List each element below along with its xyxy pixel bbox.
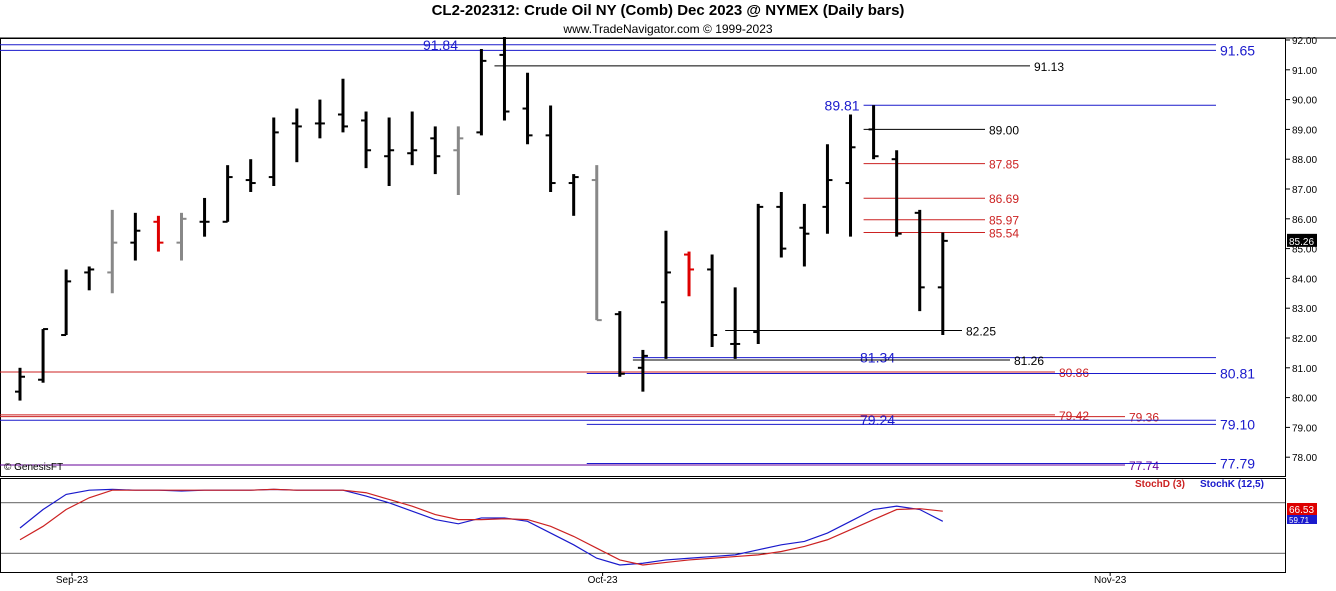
ohlc-bar [430, 126, 441, 175]
price-tick-label: 89.00 [1292, 125, 1317, 136]
level-label-80.81: 80.81 [1220, 365, 1255, 381]
level-label-91.13: 91.13 [1034, 60, 1064, 74]
ohlc-bar [914, 209, 925, 312]
ohlc-bar [845, 114, 856, 237]
price-tick-label: 80.00 [1292, 394, 1317, 405]
stochd-line [19, 488, 943, 566]
level-label-89.81: 89.81 [825, 97, 860, 113]
price-axis: 92.00 91.00 90.00 89.00 88.00 87.00 86.00 85.00… [1285, 36, 1317, 464]
ohlc-bar [522, 72, 533, 145]
price-tick-label: 91.00 [1292, 66, 1317, 77]
stochk-value: 59.71 [1289, 516, 1310, 525]
level-label-81.26: 81.26 [1014, 354, 1044, 368]
ohlc-bar [107, 209, 118, 294]
ohlc-bar [291, 108, 302, 163]
level-label-77.79: 77.79 [1220, 455, 1255, 471]
level-label-79.42: 79.42 [1059, 409, 1089, 423]
chart-title: CL2-202312: Crude Oil NY (Comb) Dec 2023… [431, 2, 905, 19]
price-tick-label: 92.00 [1292, 36, 1317, 47]
ohlc-bar [153, 215, 164, 252]
price-tick-label: 83.00 [1292, 304, 1317, 315]
ohlc-bar [684, 251, 695, 297]
ohlc-bar [591, 165, 602, 322]
level-label-79.24: 79.24 [860, 412, 895, 428]
date-tick-label: Sep-23 [56, 575, 89, 586]
ohlc-bar [776, 191, 787, 258]
ohlc-bar [15, 367, 25, 401]
level-label-87.85: 87.85 [989, 158, 1019, 172]
level-label-79.10: 79.10 [1220, 416, 1255, 432]
ohlc-bar [614, 311, 625, 377]
ohlc-bar [222, 165, 233, 223]
ohlc-bars [15, 37, 948, 401]
ohlc-bar [476, 48, 487, 136]
ohlc-bar [822, 144, 833, 234]
level-label-77.74: 77.74 [1129, 459, 1159, 473]
ohlc-bar [868, 105, 879, 160]
ohlc-bar [314, 99, 325, 139]
ohlc-bar [384, 117, 395, 187]
ohlc-bar [937, 232, 948, 336]
chart-subtitle: www.TradeNavigator.com © 1999-2023 [563, 22, 773, 36]
ohlc-bar [891, 150, 902, 237]
last-price-label: 85.26 [1289, 237, 1314, 248]
ohlc-bar [245, 159, 256, 192]
ohlc-bar [730, 287, 741, 359]
ohlc-bar [545, 105, 556, 192]
level-label-81.34: 81.34 [860, 350, 895, 366]
level-label-82.25: 82.25 [966, 325, 996, 339]
price-tick-label: 90.00 [1292, 96, 1317, 107]
ohlc-bar [268, 117, 279, 187]
last-price-box [1287, 233, 1317, 247]
level-label-91.84: 91.84 [423, 37, 458, 53]
ohlc-bar [453, 126, 464, 195]
ohlc-bar [799, 203, 810, 267]
ohlc-bar [361, 111, 372, 169]
ohlc-bar [176, 212, 187, 261]
ohlc-bar [84, 266, 95, 291]
price-tick-label: 88.00 [1292, 155, 1317, 166]
stochd-legend: StochD (3) [1135, 479, 1185, 490]
level-label-91.65: 91.65 [1220, 42, 1255, 58]
ohlc-bar [407, 111, 418, 166]
price-tick-label: 81.00 [1292, 364, 1317, 375]
level-label-89.00: 89.00 [989, 123, 1019, 137]
stochastic-panel-border [0, 478, 1286, 573]
stochk-line [19, 488, 944, 566]
date-tick-label: Nov-23 [1094, 575, 1127, 586]
ohlc-bar [130, 212, 141, 261]
copyright-label: © GenesisFT [4, 462, 64, 473]
ohlc-bar [568, 174, 579, 216]
price-tick-label: 87.00 [1292, 185, 1317, 196]
date-tick-label: Oct-23 [588, 575, 618, 586]
ohlc-bar [499, 37, 510, 121]
ohlc-bar [337, 78, 348, 133]
level-label-79.36: 79.36 [1129, 411, 1159, 425]
price-tick-label: 84.00 [1292, 274, 1317, 285]
price-tick-label: 78.00 [1292, 453, 1317, 464]
level-lines: 91.65 91.84 91.13 89.81 89.00 87.85 86.69 85.97… [0, 37, 1255, 473]
stochd-value-box [1287, 503, 1317, 515]
chart-frame: Sep-23 Oct-23 Nov-23 [0, 37, 1336, 586]
level-label-85.54: 85.54 [989, 227, 1019, 241]
level-label-85.97: 85.97 [989, 214, 1019, 228]
price-tick-label: 82.00 [1292, 334, 1317, 345]
ohlc-bar [707, 254, 718, 347]
ohlc-bar [660, 230, 671, 359]
stochk-value-box [1287, 515, 1317, 524]
price-tick-label: 85.00 [1292, 245, 1317, 256]
level-label-86.69: 86.69 [989, 192, 1019, 206]
ohlc-bar [753, 203, 764, 344]
price-tick-label: 86.00 [1292, 215, 1317, 226]
stochd-value: 66.53 [1289, 505, 1314, 516]
ohlc-bar [637, 349, 648, 392]
price-panel-border [0, 38, 1286, 477]
price-tick-label: 79.00 [1292, 423, 1317, 434]
stochk-legend: StochK (12,5) [1200, 479, 1264, 490]
ohlc-bar [199, 197, 210, 237]
ohlc-bar [61, 269, 72, 337]
ohlc-bar [38, 328, 49, 383]
